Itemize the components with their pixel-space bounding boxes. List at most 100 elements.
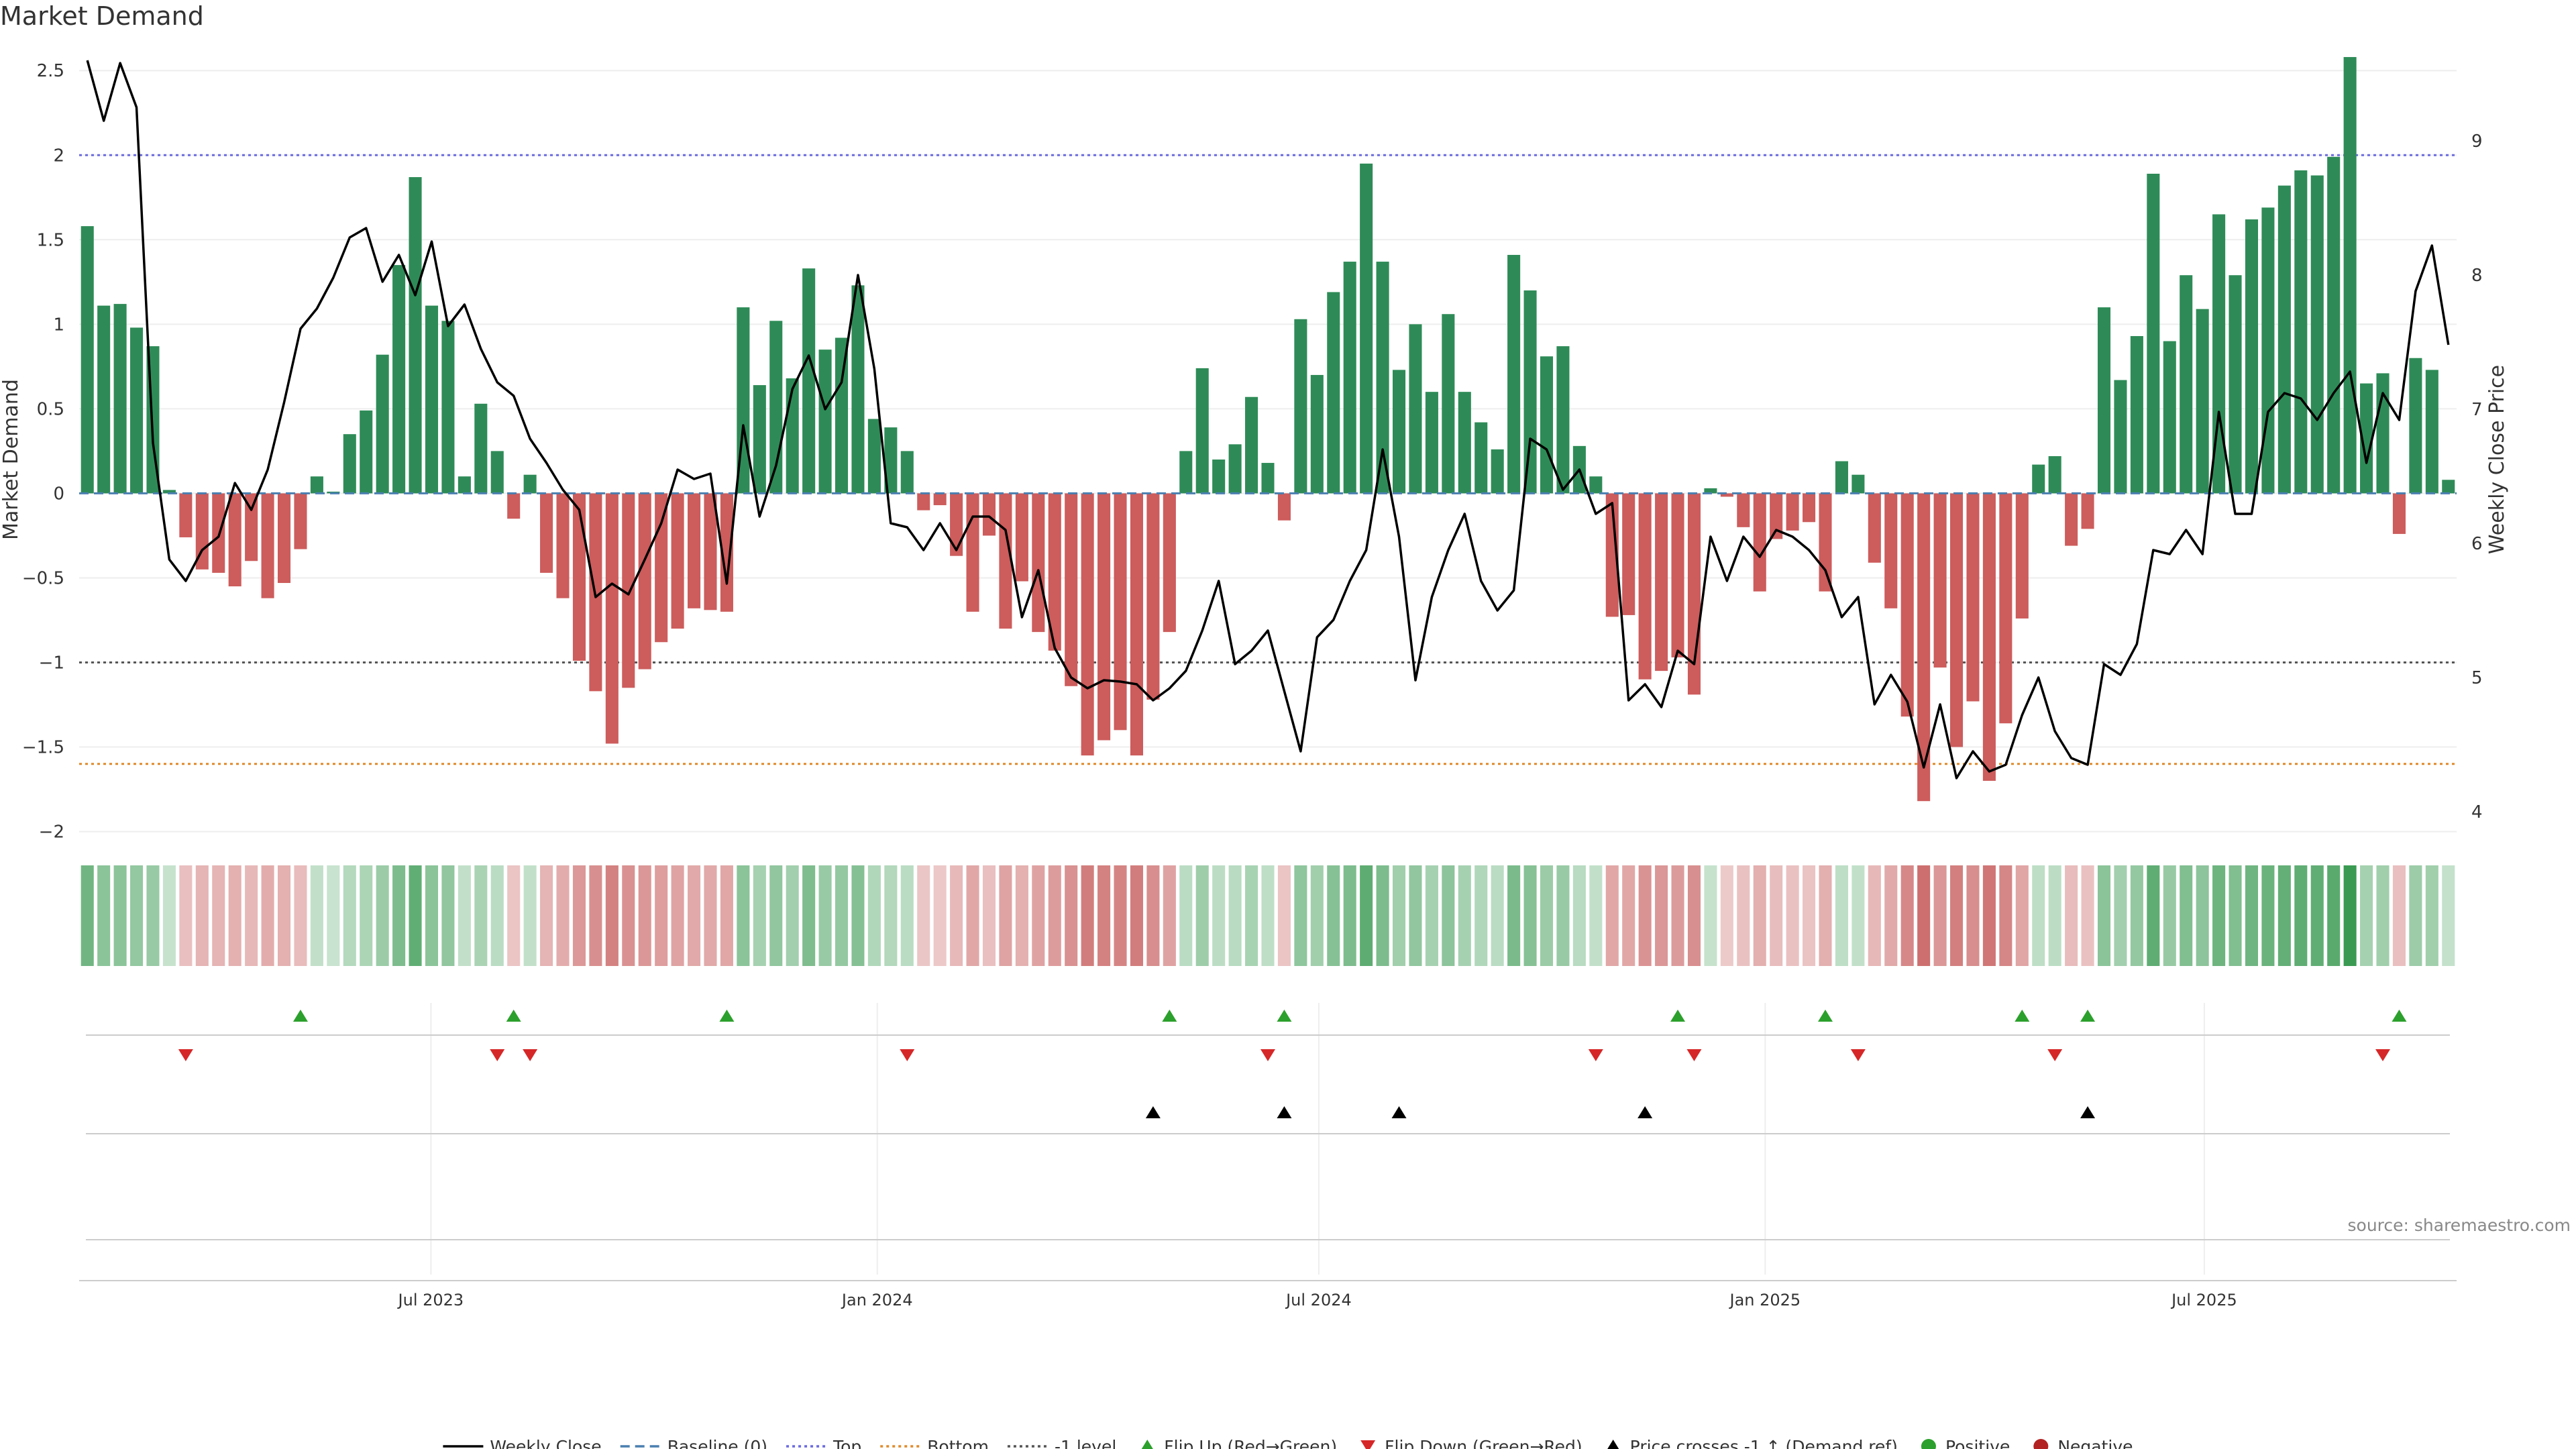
demand-bar [261, 493, 274, 598]
demand-bar [1638, 493, 1652, 680]
demand-bar [884, 427, 898, 494]
legend-label: Positive [1945, 1437, 2010, 1449]
demand-bar [2196, 309, 2209, 494]
demand-bar [1737, 493, 1750, 527]
y2-tick-label: 5 [2471, 668, 2483, 688]
heat-strip-cell [113, 865, 127, 966]
heat-strip-cell [294, 865, 307, 966]
demand-bar [1868, 493, 1881, 563]
y-tick-label: 2 [53, 146, 64, 166]
demand-bar [671, 493, 684, 629]
demand-bar [474, 403, 488, 494]
heat-strip-cell [2310, 865, 2324, 966]
heat-strip-cell [1638, 865, 1652, 966]
heat-strip-cell [2048, 865, 2061, 966]
heat-strip-cell [1048, 865, 1061, 966]
heat-strip-cell [999, 865, 1012, 966]
demand-bar [441, 321, 455, 494]
legend-label: -1 level [1055, 1437, 1116, 1449]
heat-strip-cell [2245, 865, 2259, 966]
heat-strip-cell [2147, 865, 2160, 966]
demand-bar [1261, 463, 1275, 494]
demand-bar [80, 226, 94, 494]
demand-bar [1770, 493, 1783, 539]
x-tick-label: Jan 2025 [1728, 1291, 1801, 1309]
demand-bar [1671, 493, 1684, 657]
demand-bar [851, 285, 865, 494]
legend-label: Top [833, 1437, 861, 1449]
heat-strip-cell [130, 865, 144, 966]
heat-strip-cell [655, 865, 668, 966]
heat-strip-cell [851, 865, 865, 966]
demand-bar [2343, 57, 2357, 494]
demand-bar [572, 493, 586, 661]
heat-strip-cell [490, 865, 504, 966]
heat-strip-cell [1655, 865, 1668, 966]
flip-down-markers [178, 1049, 2391, 1061]
heat-strip-cell [1819, 865, 1832, 966]
flip-down-marker [523, 1049, 538, 1061]
heat-strip-cell [704, 865, 717, 966]
flip-down-marker [1260, 1049, 1275, 1061]
demand-bar [950, 493, 963, 556]
price-cross-marker [1391, 1106, 1407, 1118]
heat-strip-cell [1097, 865, 1111, 966]
heat-strip-cell [1179, 865, 1193, 966]
heat-strip-cell [1015, 865, 1028, 966]
demand-bar [1950, 493, 1964, 747]
demand-bar [753, 385, 766, 494]
demand-bar [1605, 493, 1619, 617]
heat-strip-cell [2065, 865, 2078, 966]
heat-strip-cell [1409, 865, 1422, 966]
demand-bar [835, 337, 849, 494]
demand-bar [2048, 455, 2061, 494]
flip-up-marker [292, 1010, 308, 1022]
flip-up-marker [719, 1010, 735, 1022]
legend-label: Negative [2057, 1437, 2133, 1449]
legend-item: Flip Down (Green→Red) [1360, 1437, 1582, 1449]
heat-strip-cell [1310, 865, 1324, 966]
demand-bar [294, 493, 307, 549]
heat-strip-cell [179, 865, 193, 966]
y-tick-label: 0.5 [37, 399, 64, 419]
demand-bar [1851, 474, 1865, 494]
demand-bar [655, 493, 668, 643]
heat-strip-cell [1753, 865, 1766, 966]
demand-bar [1425, 392, 1438, 494]
heat-strip-cell [80, 865, 94, 966]
legend-item: Bottom [880, 1437, 989, 1449]
heat-strip-cell [2392, 865, 2406, 966]
demand-bar [720, 493, 733, 612]
demand-bar [1146, 493, 1160, 700]
demand-bar [1015, 493, 1028, 582]
heat-strip-cell [1360, 865, 1373, 966]
heat-strip-cell [1770, 865, 1783, 966]
heat-strip-cell [146, 865, 160, 966]
y-tick-label: −1.5 [22, 738, 64, 758]
demand-bar [1999, 493, 2012, 724]
heat-strip-cell [1195, 865, 1209, 966]
demand-bar [2097, 307, 2111, 494]
demand-bar [1982, 493, 1996, 781]
heat-strip-cell [1720, 865, 1733, 966]
demand-bar [1376, 262, 1389, 494]
price-cross-marker [1145, 1106, 1161, 1118]
legend-swatch [1921, 1439, 1936, 1449]
demand-bar [2212, 214, 2226, 494]
weekly-close-line [86, 60, 2450, 780]
heat-strip-cell [2277, 865, 2291, 966]
legend-item: Top [786, 1437, 861, 1449]
heat-strip-cell [2360, 865, 2373, 966]
price-cross-markers [1145, 1106, 2096, 1118]
heat-strip-cell [1032, 865, 1045, 966]
heat-strip-cell [933, 865, 947, 966]
demand-bar [2409, 358, 2422, 494]
heat-strip-cell [2442, 865, 2455, 966]
demand-bar [2294, 170, 2308, 494]
heat-strip-cell [1212, 865, 1226, 966]
demand-bar [622, 493, 635, 688]
demand-bar [392, 265, 406, 494]
heat-strip-cell [1277, 865, 1291, 966]
demand-bar [1277, 493, 1291, 521]
